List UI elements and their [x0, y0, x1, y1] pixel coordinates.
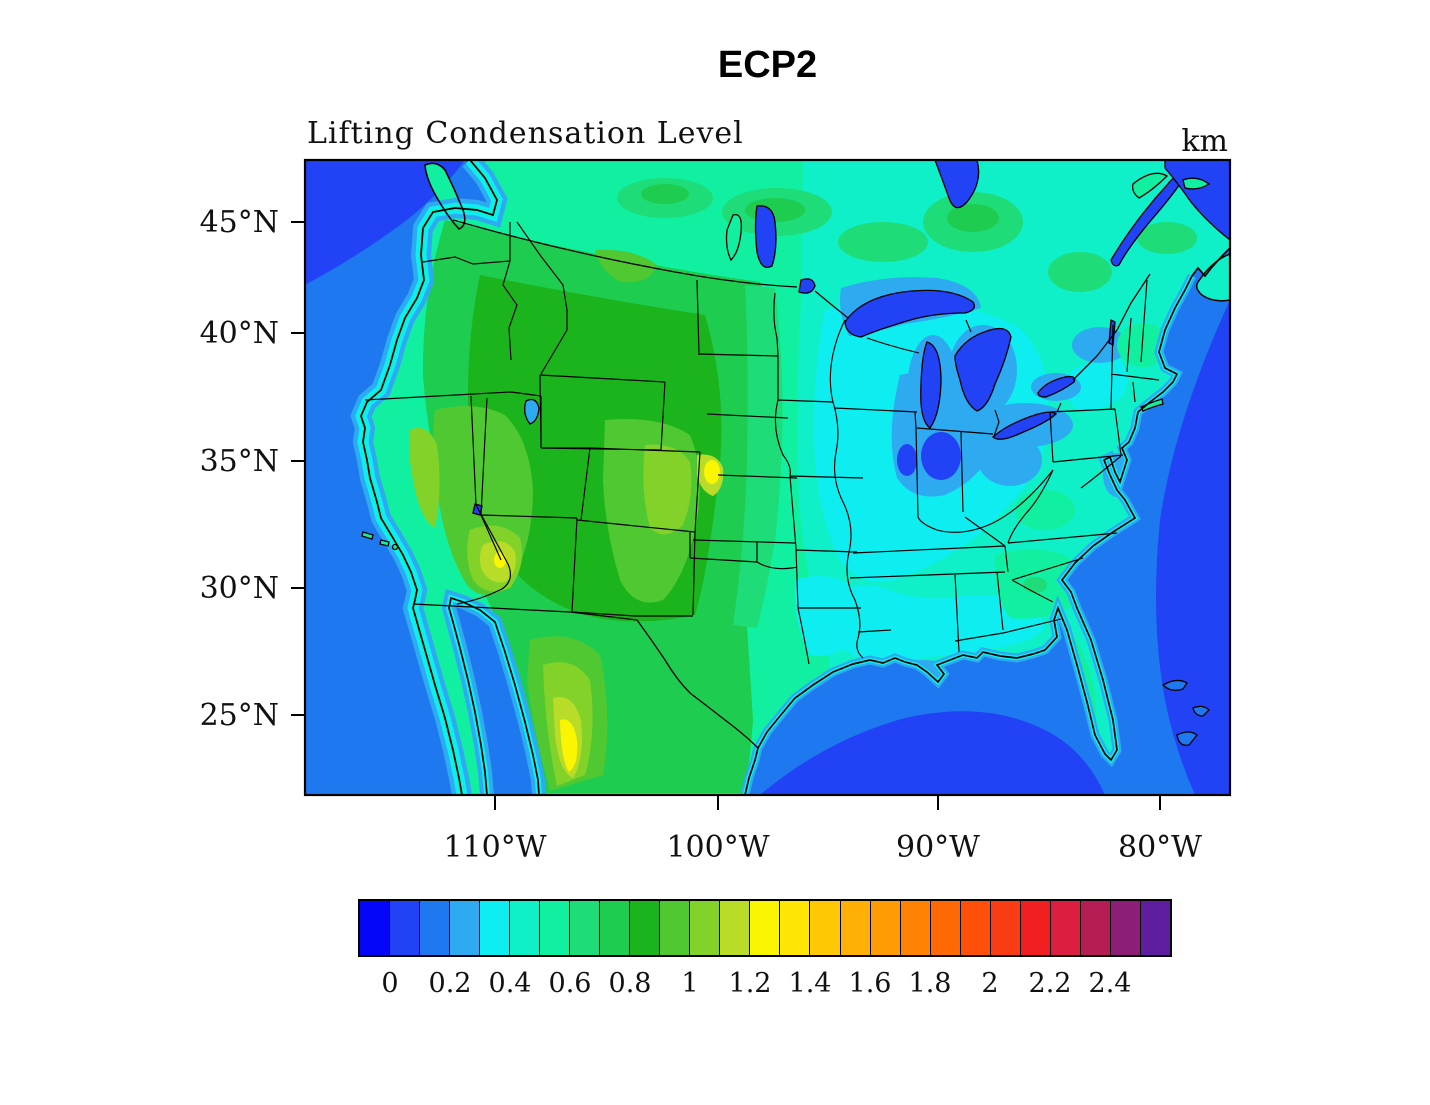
- ocean-atlantic-patch: [1156, 300, 1230, 795]
- lake-winnipeg: [754, 205, 777, 269]
- bahamas-3: [1176, 731, 1198, 746]
- colorbar-cell: [419, 901, 450, 955]
- colorbar-cell: [1079, 901, 1110, 955]
- colorbar-tick-label: 1.8: [908, 968, 952, 999]
- colorbar-cell: [749, 901, 780, 955]
- ocean-pacific-nw-patch: [305, 160, 465, 285]
- colorbar-tick-label: 2: [981, 968, 999, 999]
- lake-superior: [844, 289, 976, 338]
- colorbar-cell: [1019, 901, 1050, 955]
- lon-label-110: 110°W: [443, 830, 546, 865]
- colorbar-cell: [719, 901, 750, 955]
- lat-label-45: 45°N: [200, 205, 279, 240]
- lake-ontario: [1037, 375, 1076, 398]
- colorbar-cell: [479, 901, 510, 955]
- gulf-st-lawrence: [1164, 160, 1230, 241]
- colorbar-tick-label: 0.4: [488, 968, 532, 999]
- lat-label-30: 30°N: [200, 571, 279, 606]
- plot-subtitle: Lifting Condensation Level: [307, 116, 744, 151]
- colorbar-cell: [1139, 901, 1170, 955]
- lake-huron: [954, 327, 1012, 412]
- lake-erie: [992, 411, 1057, 440]
- colorbar-tick-label: 1.6: [848, 968, 892, 999]
- lon-label-90: 90°W: [896, 830, 980, 865]
- colorbar-cell: [689, 901, 720, 955]
- colorbar-cell: [929, 901, 960, 955]
- colorbar-tick-label: 0.8: [608, 968, 652, 999]
- islands: [361, 172, 1211, 746]
- colorbar-cell: [809, 901, 840, 955]
- colorbar-cell: [659, 901, 690, 955]
- colorbar-cell: [509, 901, 540, 955]
- colorbar-cell: [1109, 901, 1140, 955]
- lake-michigan: [920, 341, 942, 429]
- channel-island-2: [379, 539, 390, 547]
- colorbar-cell: [389, 901, 420, 955]
- bahamas-1: [1161, 679, 1188, 691]
- colorbar-cell: [629, 901, 660, 955]
- anticosti: [1182, 177, 1211, 190]
- plot-title: ECP2: [717, 44, 818, 86]
- colorbar-cell: [839, 901, 870, 955]
- st-lawrence: [1110, 174, 1186, 267]
- axis-labels: 45°N 40°N 35°N 30°N 25°N 110°W 100°W 90°…: [200, 205, 1203, 865]
- colorbar-tick-label: 2.4: [1088, 968, 1132, 999]
- lake-manitoba: [725, 213, 742, 262]
- map-area: 45°N 40°N 35°N 30°N 25°N 110°W 100°W 90°…: [200, 158, 1232, 865]
- colorbar-tick-label: 0: [381, 968, 399, 999]
- contour-map: 45°N 40°N 35°N 30°N 25°N 110°W 100°W 90°…: [200, 158, 1232, 865]
- ocean-gulf-patch: [760, 711, 1105, 795]
- bahamas-2: [1192, 705, 1210, 717]
- colorbar-cell: [360, 901, 390, 955]
- lat-label-35: 35°N: [200, 444, 279, 479]
- colorbar-cell: [959, 901, 990, 955]
- lat-label-40: 40°N: [200, 316, 279, 351]
- great-salt-lake: [524, 398, 540, 425]
- colorbar-cell: [449, 901, 480, 955]
- colorbar-tick-label: 1: [681, 968, 699, 999]
- map-frame: [303, 158, 1232, 797]
- james-bay: [934, 160, 980, 209]
- map-panel: 45°N 40°N 35°N 30°N 25°N 110°W 100°W 90°…: [150, 150, 1270, 880]
- colorbar-cell: [569, 901, 600, 955]
- axis-ticks: [291, 221, 1161, 810]
- colorbar-cell: [539, 901, 570, 955]
- gaspe: [1131, 172, 1169, 199]
- lat-label-25: 25°N: [200, 698, 279, 733]
- canada-border: [452, 219, 1151, 381]
- mexico-border: [412, 603, 759, 749]
- colorbar-tick-label: 1.4: [788, 968, 832, 999]
- colorbar-labels: 0 0.2 0.4 0.6 0.8 1 1.2 1.4 1.6 1.8 2 2.2 2.4: [358, 968, 1172, 1002]
- channel-island-1: [361, 531, 374, 540]
- colorbar-cell: [989, 901, 1020, 955]
- lon-label-100: 100°W: [666, 830, 769, 865]
- lake-of-the-woods: [798, 278, 816, 294]
- colorbar: [358, 899, 1172, 957]
- colorbar-cell: [779, 901, 810, 955]
- colorbar-tick-label: 0.6: [548, 968, 592, 999]
- colorbar-cell: [869, 901, 900, 955]
- lon-label-80: 80°W: [1118, 830, 1202, 865]
- state-borders: [364, 221, 1160, 665]
- colorbar-cell: [1049, 901, 1080, 955]
- units-label: km: [1181, 124, 1228, 159]
- colorbar-tick-label: 1.2: [728, 968, 772, 999]
- lakes: [472, 160, 1230, 516]
- colorbar-tick-label: 0.2: [428, 968, 472, 999]
- colorbar-tick-label: 2.2: [1028, 968, 1072, 999]
- colorbar-cell: [599, 901, 630, 955]
- colorbar-cell: [899, 901, 930, 955]
